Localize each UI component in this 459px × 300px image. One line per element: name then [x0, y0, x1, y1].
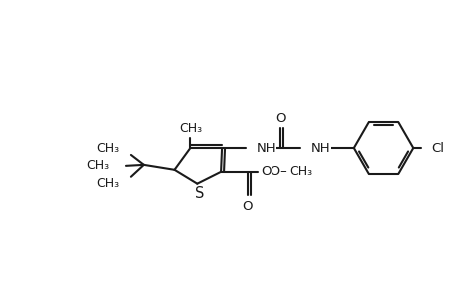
Text: NH: NH — [311, 142, 330, 154]
Text: O: O — [261, 165, 272, 178]
Text: CH₃: CH₃ — [96, 177, 119, 190]
Text: CH₃: CH₃ — [289, 165, 312, 178]
Text: O: O — [242, 200, 252, 213]
Text: CH₃: CH₃ — [86, 159, 109, 172]
Text: S: S — [194, 186, 203, 201]
Text: CH₃: CH₃ — [96, 142, 119, 154]
Text: O: O — [274, 112, 285, 125]
Text: Cl: Cl — [430, 142, 443, 154]
Text: CH₃: CH₃ — [179, 122, 202, 135]
Text: –O–: –O– — [263, 165, 287, 178]
Text: NH: NH — [256, 142, 276, 154]
